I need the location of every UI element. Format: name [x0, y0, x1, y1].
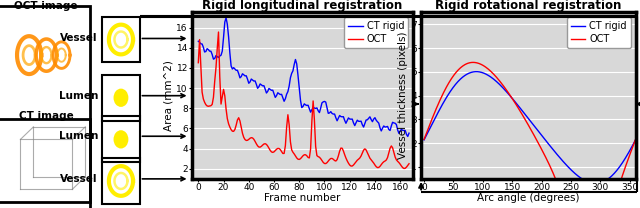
- Title: Rigid rotational registration: Rigid rotational registration: [435, 0, 621, 12]
- Legend: CT rigid, OCT: CT rigid, OCT: [344, 17, 408, 48]
- OCT: [522, 120, 530, 123]
- CT rigid: [595, 182, 602, 184]
- Y-axis label: Area (mm^2): Area (mm^2): [164, 60, 173, 131]
- Text: Vessel: Vessel: [60, 174, 98, 184]
- OCT: [405, 162, 413, 165]
- OCT: [256, 146, 264, 148]
- OCT: [547, 166, 554, 168]
- X-axis label: Arc angle (degrees): Arc angle (degrees): [477, 193, 580, 203]
- Legend: CT rigid, OCT: CT rigid, OCT: [567, 17, 630, 48]
- Text: OCT image: OCT image: [14, 1, 78, 11]
- Ellipse shape: [113, 130, 129, 149]
- Line: OCT: OCT: [198, 32, 409, 168]
- OCT: [521, 118, 529, 120]
- Line: OCT: OCT: [424, 62, 636, 208]
- CT rigid: [522, 114, 530, 117]
- OCT: [535, 143, 543, 145]
- OCT: [268, 151, 275, 153]
- Bar: [102, 17, 140, 62]
- Line: CT rigid: CT rigid: [424, 72, 636, 183]
- OCT: [214, 31, 222, 33]
- Text: Lumen: Lumen: [58, 131, 98, 141]
- Bar: [102, 158, 140, 204]
- OCT: [420, 138, 428, 141]
- CT rigid: [404, 135, 412, 138]
- CT rigid: [234, 69, 241, 72]
- Line: CT rigid: CT rigid: [198, 18, 409, 136]
- OCT: [632, 138, 639, 141]
- CT rigid: [405, 132, 413, 134]
- CT rigid: [472, 71, 480, 73]
- CT rigid: [364, 119, 371, 121]
- Y-axis label: Vessel thickness (pixels): Vessel thickness (pixels): [399, 32, 408, 159]
- CT rigid: [547, 145, 554, 147]
- OCT: [195, 61, 202, 64]
- CT rigid: [268, 89, 275, 92]
- OCT: [319, 161, 327, 164]
- OCT: [234, 119, 241, 121]
- OCT: [469, 61, 477, 64]
- Text: Lumen: Lumen: [58, 91, 98, 101]
- CT rigid: [521, 113, 529, 115]
- CT rigid: [319, 101, 327, 103]
- OCT: [627, 150, 635, 152]
- CT rigid: [316, 111, 323, 114]
- Text: CT image: CT image: [19, 111, 74, 121]
- OCT: [400, 167, 408, 170]
- X-axis label: Frame number: Frame number: [264, 193, 340, 203]
- Text: Vessel: Vessel: [60, 33, 98, 43]
- Ellipse shape: [113, 89, 129, 107]
- CT rigid: [420, 139, 428, 141]
- Bar: [102, 75, 140, 121]
- CT rigid: [632, 139, 639, 141]
- OCT: [316, 156, 323, 158]
- CT rigid: [222, 16, 230, 19]
- Title: Rigid longitudinal registration: Rigid longitudinal registration: [202, 0, 403, 12]
- CT rigid: [256, 83, 264, 85]
- CT rigid: [627, 147, 635, 149]
- Bar: [102, 116, 140, 162]
- CT rigid: [195, 40, 202, 42]
- OCT: [364, 152, 371, 154]
- CT rigid: [535, 131, 543, 133]
- CT rigid: [592, 182, 600, 185]
